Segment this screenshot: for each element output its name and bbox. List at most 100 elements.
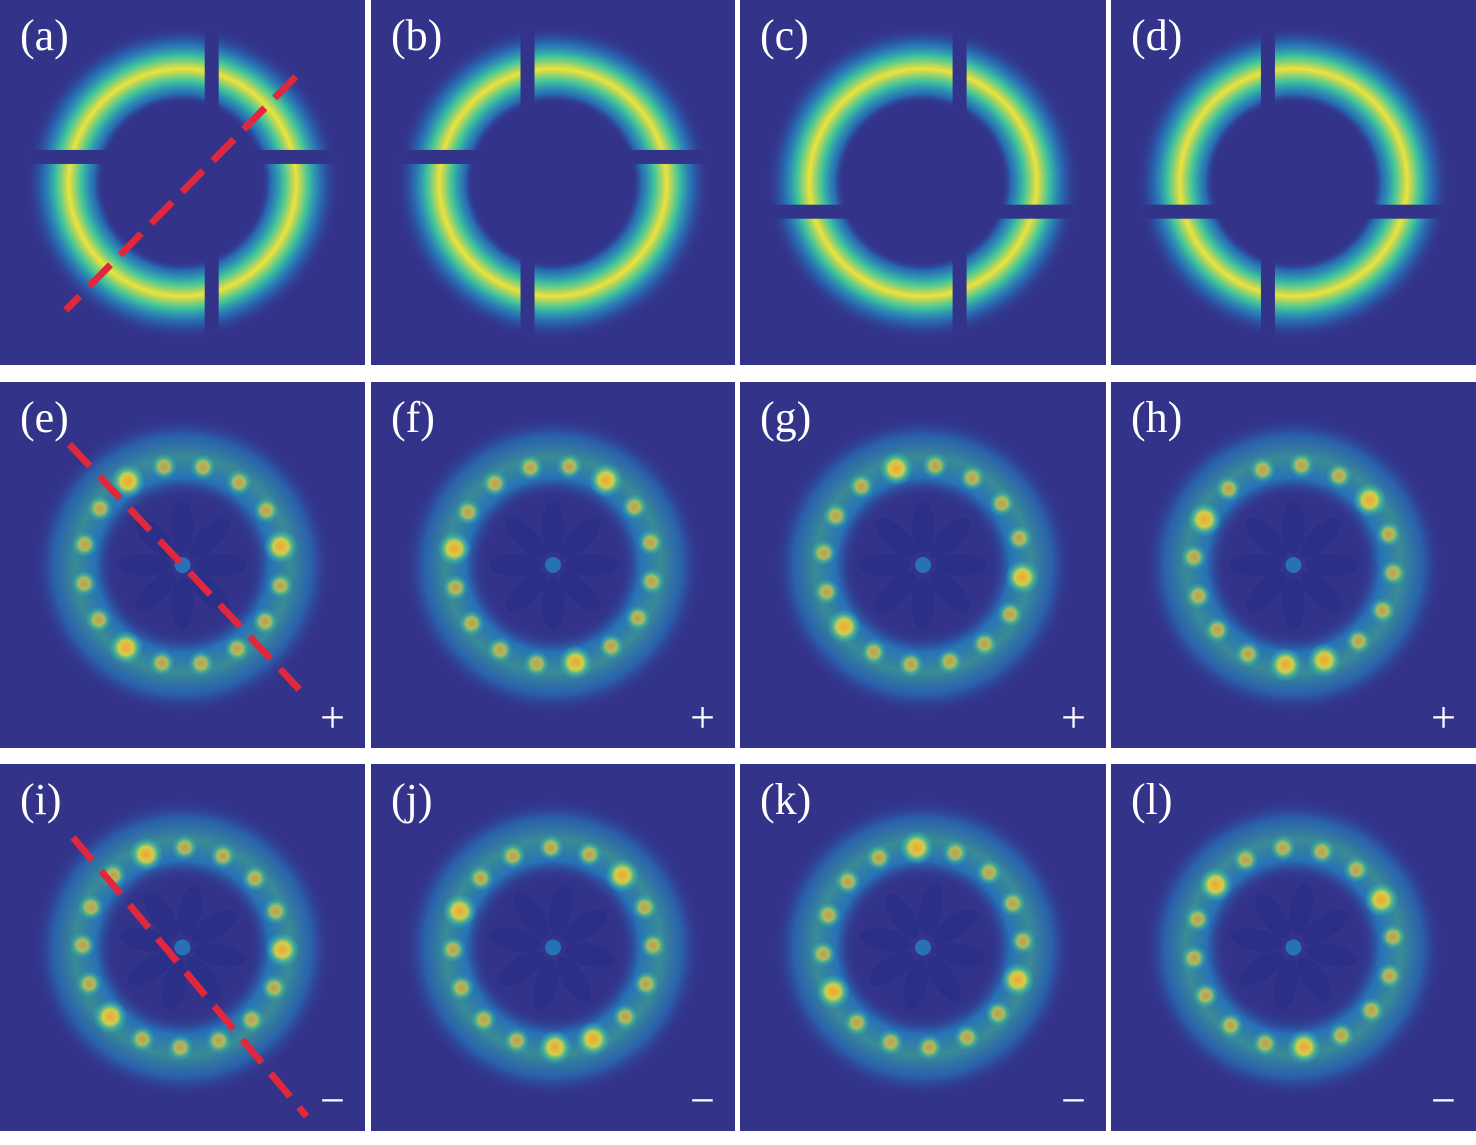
intensity-spot <box>1369 597 1396 624</box>
intensity-spot <box>810 539 837 566</box>
intensity-spot <box>1352 483 1387 518</box>
intensity-spot <box>1375 521 1402 548</box>
intensity-spot <box>205 1027 232 1054</box>
dark-lobe <box>162 959 187 1011</box>
intensity-spot <box>448 974 475 1001</box>
intensity-spot <box>1181 945 1208 972</box>
intensity-spot <box>225 469 252 496</box>
dark-lobe <box>1300 518 1341 559</box>
intensity-spot <box>224 635 251 662</box>
intensity-spot <box>843 1009 870 1036</box>
intensity-spot <box>959 464 986 491</box>
intensity-spot <box>129 1026 156 1053</box>
intensity-spot <box>76 970 103 997</box>
panel-l: (l) − <box>1111 764 1476 1131</box>
beam-profile <box>403 797 703 1098</box>
panel-label: (f) <box>391 393 435 442</box>
intensity-spot <box>1184 906 1211 933</box>
intensity-spot <box>253 497 280 524</box>
dark-lobe <box>926 956 962 1002</box>
panel-label: (h) <box>1131 393 1183 442</box>
dark-lobe <box>1289 884 1314 936</box>
intensity-spot <box>241 865 268 892</box>
intensity-spot <box>455 499 482 526</box>
polarity-sign: − <box>320 1076 345 1125</box>
dark-lobe <box>186 956 221 1002</box>
dark-lobe <box>556 956 592 1002</box>
intensity-spot <box>877 1029 904 1056</box>
intensity-spot <box>922 452 949 479</box>
panel-label: (l) <box>1131 775 1173 824</box>
intensity-spot <box>262 898 289 925</box>
intensity-spot <box>576 1022 611 1057</box>
intensity-spot <box>971 630 998 657</box>
dark-lobe <box>860 927 912 952</box>
polarity-sign: − <box>1431 1076 1456 1125</box>
intensity-spot <box>1269 835 1296 862</box>
intensity-spot <box>1192 982 1219 1009</box>
intensity-spot <box>1215 475 1242 502</box>
dark-lobe <box>135 571 176 612</box>
dark-lobe <box>191 909 237 944</box>
panel-h: (h) + <box>1111 382 1476 748</box>
dark-lobe <box>1229 554 1282 576</box>
panel-f: (f) + <box>371 382 735 748</box>
intensity-spot <box>834 868 861 895</box>
beam-profile <box>1143 797 1444 1098</box>
polarity-sign: + <box>320 693 345 742</box>
dark-lobe <box>506 518 547 559</box>
intensity-spot <box>1328 1022 1355 1049</box>
intensity-spot <box>916 1034 943 1061</box>
intensity-spot <box>1364 882 1399 917</box>
ring <box>1135 24 1452 341</box>
intensity-spot <box>458 610 485 637</box>
dark-lobe <box>929 518 970 559</box>
intensity-spot <box>538 1030 573 1065</box>
panel-g: (g) + <box>740 382 1106 748</box>
dark-lobe <box>876 518 917 559</box>
intensity-spot <box>997 601 1024 628</box>
intensity-spot <box>815 902 842 929</box>
dark-lobe <box>1246 518 1287 559</box>
intensity-spot <box>1217 1012 1244 1039</box>
dark-lobe <box>1305 943 1357 968</box>
intensity-spot <box>822 502 849 529</box>
intensity-spot <box>1288 452 1315 479</box>
intensity-spot <box>954 1024 981 1051</box>
intensity-spot <box>467 865 494 892</box>
beam-profile <box>765 24 1081 341</box>
intensity-spot <box>503 1027 530 1054</box>
center-dot <box>545 557 561 573</box>
intensity-spot <box>442 894 477 929</box>
center-dot <box>1285 939 1302 956</box>
panel-label: (g) <box>760 393 812 442</box>
intensity-spot <box>638 568 665 595</box>
dark-lobe <box>542 501 564 553</box>
intensity-spot <box>813 578 840 605</box>
center-dot <box>1285 557 1302 573</box>
dark-lobe <box>1230 927 1282 952</box>
intensity-spot <box>1379 923 1406 950</box>
dark-lobe <box>118 554 171 576</box>
dark-lobe <box>194 554 247 576</box>
center-dot <box>174 939 191 956</box>
dark-lobe <box>489 554 541 576</box>
intensity-spot <box>267 572 294 599</box>
dark-lobe <box>929 571 970 612</box>
intensity-spot <box>816 974 851 1009</box>
intensity-spot <box>865 844 892 871</box>
dark-lobe <box>1239 951 1285 986</box>
ring <box>765 24 1081 341</box>
intensity-spot <box>1180 544 1207 571</box>
intensity-spot <box>537 834 564 861</box>
panel-label: (i) <box>20 775 62 824</box>
intensity-spot <box>1345 628 1372 655</box>
intensity-spot <box>1235 641 1262 668</box>
intensity-spot <box>263 529 298 564</box>
dashed-symmetry-line <box>66 441 302 692</box>
intensity-spot <box>517 454 544 481</box>
intensity-spot <box>1009 928 1036 955</box>
beam-profile <box>1143 415 1444 715</box>
intensity-spot <box>1307 643 1342 678</box>
horizontal-gap <box>1141 204 1446 219</box>
